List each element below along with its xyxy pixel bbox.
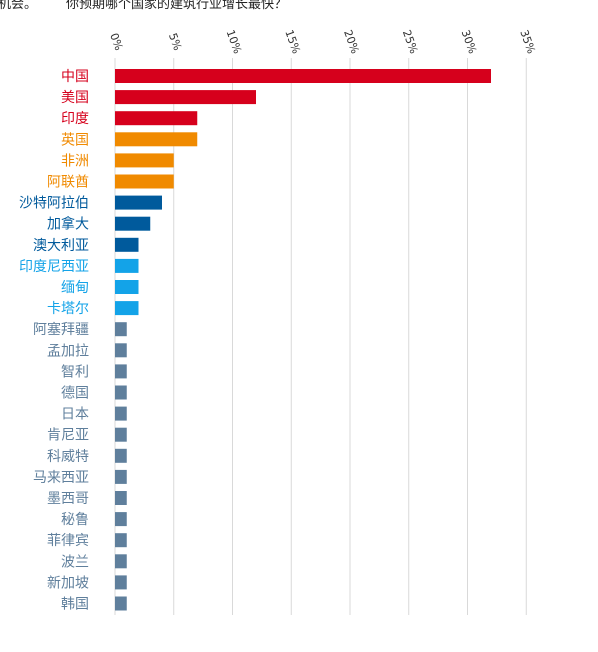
bar-10 [115,280,139,294]
bar-9 [115,258,139,273]
bar-8 [115,237,139,252]
header-question: 你预期哪个国家的建筑行业增长最快？ [66,0,288,12]
bars [115,69,491,611]
bar-25 [115,596,127,611]
bar-16 [115,406,127,421]
bar-23 [115,554,127,569]
x-tick-label: 5% [166,31,184,52]
category-label-2: 印度 [61,111,89,127]
x-tick-label: 10% [223,28,244,55]
category-label-1: 美国 [61,90,89,106]
bar-2 [115,111,198,126]
category-label-11: 卡塔尔 [47,301,89,317]
x-tick-label: 0% [107,31,125,52]
bar-18 [115,448,127,463]
bar-12 [115,322,127,337]
category-label-20: 墨西哥 [47,491,89,507]
page-header: 机会。 你预期哪个国家的建筑行业增长最快？ [0,0,598,13]
category-label-15: 德国 [61,386,89,402]
bar-3 [115,132,198,147]
bar-19 [115,469,127,484]
category-label-4: 非洲 [61,153,89,169]
x-tick-label: 35% [517,28,538,55]
x-tick-label: 30% [458,28,479,55]
bar-4 [115,153,174,168]
bar-1 [115,90,256,105]
category-label-17: 肯尼亚 [47,428,89,444]
category-label-6: 沙特阿拉伯 [19,196,89,212]
category-label-8: 澳大利亚 [33,238,89,254]
category-label-13: 孟加拉 [47,343,89,359]
category-label-24: 新加坡 [47,575,89,591]
bar-7 [115,216,151,231]
category-label-10: 缅甸 [61,280,89,296]
category-label-3: 英国 [61,131,89,148]
category-label-0: 中国 [61,69,89,85]
bar-13 [115,343,127,358]
category-label-18: 科威特 [47,449,89,465]
category-label-21: 秘鲁 [61,512,89,528]
category-label-5: 阿联酋 [47,174,89,191]
category-label-12: 阿塞拜疆 [33,321,89,338]
category-labels: 中国美国印度英国非洲阿联酋沙特阿拉伯加拿大澳大利亚印度尼西亚缅甸卡塔尔阿塞拜疆孟… [19,69,89,613]
x-tick-label: 15% [282,28,303,55]
bar-6 [115,195,162,210]
bar-11 [115,301,139,316]
bar-5 [115,174,174,189]
header-left-text: 机会。 [0,0,38,12]
category-label-19: 马来西亚 [33,470,89,486]
bar-20 [115,491,127,505]
bar-22 [115,533,127,548]
bar-0 [115,69,491,83]
category-label-14: 智利 [61,364,89,380]
bar-15 [115,385,127,400]
category-label-22: 菲律宾 [47,533,89,549]
category-label-25: 韩国 [61,597,89,613]
x-tick-label: 20% [341,28,362,55]
x-tick-label: 25% [400,28,421,55]
bar-21 [115,512,127,527]
bar-14 [115,364,127,379]
category-label-7: 加拿大 [47,216,89,233]
bar-24 [115,575,127,590]
category-label-23: 波兰 [61,554,89,570]
x-axis-ticks: 0% 5% 10% 15% 20% 25% 30% 35% [107,28,538,55]
bar-17 [115,427,127,442]
category-label-16: 日本 [61,407,89,423]
category-label-9: 印度尼西亚 [19,259,89,275]
